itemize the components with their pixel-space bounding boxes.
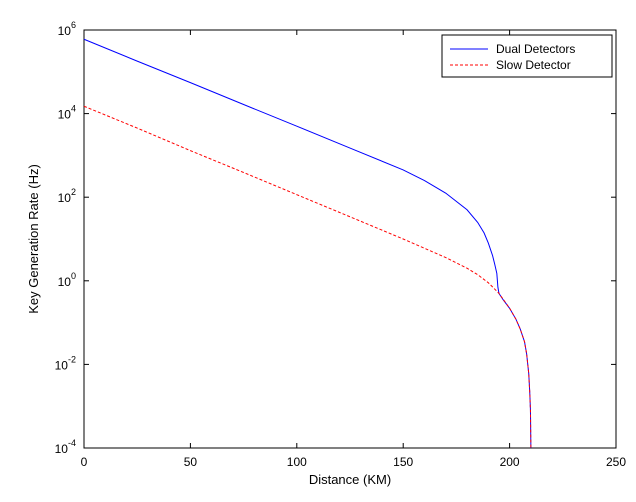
legend-label-dual-detectors: Dual Detectors [496,42,575,56]
series-line-slow-detector [83,105,532,449]
legend-box [441,34,613,78]
x-tick-label: 200 [500,455,520,469]
x-tick-label: 150 [393,455,413,469]
legend: Dual Detectors Slow Detector [441,34,613,78]
y-tick-label: 10-4 [55,438,76,456]
y-tick-label: 106 [58,20,76,38]
x-tick-label: 50 [184,455,198,469]
x-tick-label: 100 [287,455,307,469]
x-tick-label: 250 [606,455,626,469]
y-axis-label: Key Generation Rate (Hz) [26,164,41,314]
plot-frame [83,29,617,449]
legend-label-slow-detector: Slow Detector [496,58,571,72]
y-tick-label: 100 [58,271,76,289]
y-tick-label: 104 [58,104,76,122]
x-tick-label: 0 [81,455,88,469]
x-axis-label: Distance (KM) [309,472,391,487]
y-tick-label: 10-2 [55,354,76,372]
ticks-layer: 0 50 100 150 200 250 10-4 10-2 100 102 104 106 [55,20,627,469]
y-tick-label: 102 [58,187,76,205]
series-layer [83,38,532,449]
